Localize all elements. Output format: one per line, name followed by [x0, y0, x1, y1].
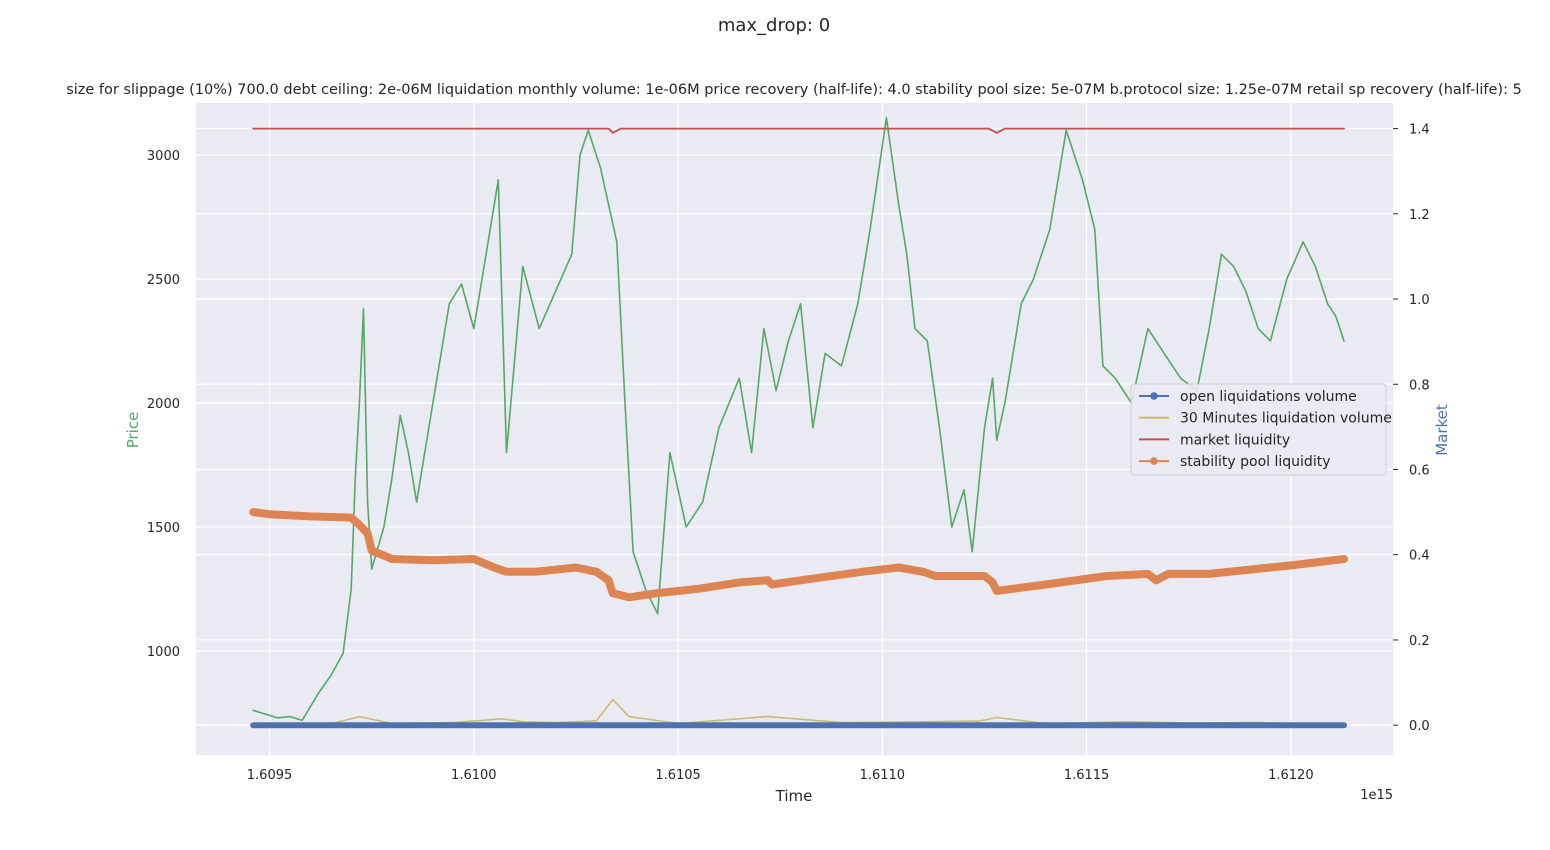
y-right-tick-label: 1.2 [1409, 208, 1430, 223]
legend-marker [1150, 392, 1158, 400]
x-axis-label: Time [775, 787, 813, 805]
y-right-tick-label: 0.0 [1409, 719, 1430, 734]
y-left-axis-label: Price [124, 412, 142, 449]
y-left-tick-label: 1500 [147, 521, 180, 536]
chart-title: size for slippage (10%) 700.0 debt ceili… [66, 82, 1522, 98]
legend-box [1130, 383, 1387, 476]
series-line-stability-pool-liquidity [249, 508, 1348, 602]
legend-label: 30 Minutes liquidation volume [1180, 411, 1392, 427]
x-tick-label: 1.6120 [1268, 768, 1314, 783]
y-right-tick-label: 0.6 [1409, 463, 1430, 478]
series-line-market-liquidity [252, 127, 1345, 134]
y-right-tick-label: 1.0 [1409, 293, 1430, 308]
x-tick-label: 1.6110 [860, 768, 906, 783]
y-right-tick-label: 0.4 [1409, 549, 1430, 564]
chart-suptitle: max_drop: 0 [718, 15, 830, 36]
x-axis-offset-text: 1e15 [1360, 788, 1393, 803]
x-tick-label: 1.6095 [247, 768, 293, 783]
x-tick-label: 1.6100 [451, 768, 497, 783]
x-axis-ticks: 1.6095 1.6100 1.6105 1.6110 1.6115 1.6120 [247, 768, 1314, 783]
y-right-tick-label: 0.8 [1409, 378, 1430, 393]
y-left-tick-label: 3000 [147, 149, 180, 164]
y-right-axis-label: Market [1433, 404, 1451, 456]
y-right-tick-label: 1.4 [1409, 123, 1430, 138]
legend-label: stability pool liquidity [1180, 454, 1330, 470]
y-right-axis-ticks: 0.0 0.2 0.4 0.6 0.8 1.0 1.2 1.4 [1393, 123, 1430, 734]
y-left-axis-ticks: 1000 1500 2000 2500 3000 [147, 149, 180, 660]
legend-label: market liquidity [1180, 432, 1290, 448]
x-tick-label: 1.6105 [655, 768, 701, 783]
legend-marker [1150, 457, 1158, 465]
series-layer [249, 117, 1348, 729]
series-line-price [252, 117, 1345, 722]
legend: open liquidations volume 30 Minutes liqui… [1130, 383, 1392, 476]
x-tick-label: 1.6115 [1064, 768, 1110, 783]
legend-label: open liquidations volume [1180, 389, 1357, 405]
y-left-tick-label: 1000 [147, 645, 180, 660]
y-left-tick-label: 2000 [147, 397, 180, 412]
y-left-tick-label: 2500 [147, 273, 180, 288]
y-right-tick-label: 0.2 [1409, 634, 1430, 649]
